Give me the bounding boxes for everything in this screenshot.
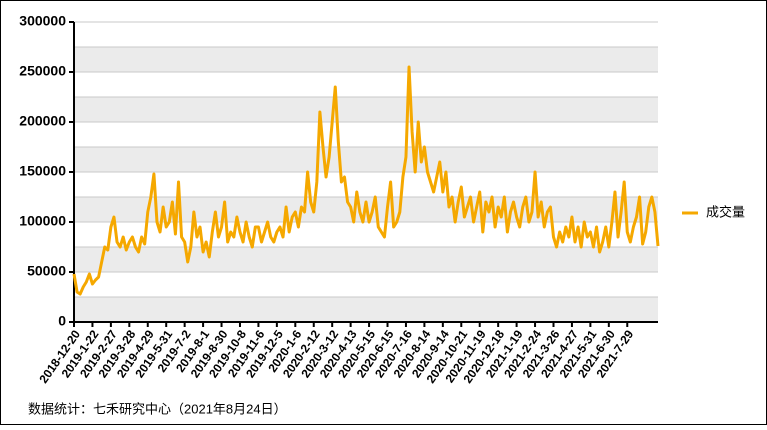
footnote: 数据统计：七禾研究中心（2021年8月24日） <box>28 401 287 416</box>
grid-band <box>74 297 658 322</box>
y-tick-label: 300000 <box>19 13 66 29</box>
y-tick-label: 250000 <box>19 63 66 79</box>
data-line <box>72 65 660 296</box>
legend-label: 成交量 <box>706 204 745 219</box>
y-tick-label: 50000 <box>27 263 66 279</box>
y-tick-label: 100000 <box>19 213 66 229</box>
y-tick-label: 0 <box>58 313 66 329</box>
y-tick-label: 200000 <box>19 113 66 129</box>
grid-band <box>74 97 658 122</box>
grid-band <box>74 47 658 72</box>
grid-band <box>74 247 658 272</box>
grid-band <box>74 147 658 172</box>
y-tick-label: 150000 <box>19 163 66 179</box>
